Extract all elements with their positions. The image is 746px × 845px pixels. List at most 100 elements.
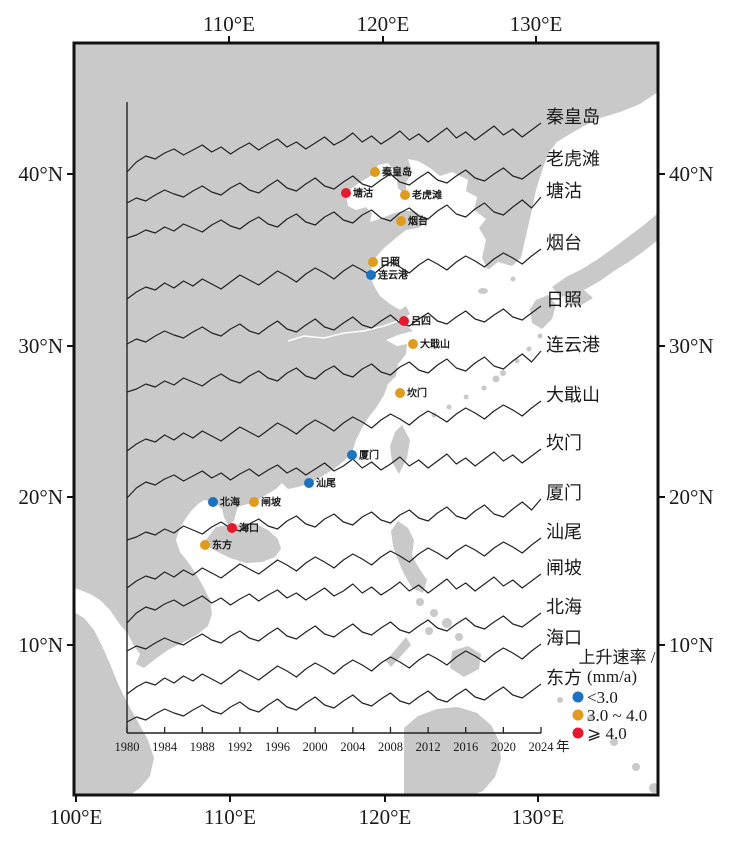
bottom-right-islets — [557, 697, 658, 793]
station-marker-连云港 — [366, 270, 376, 280]
legend-label-3to4: 3.0 ~ 4.0 — [587, 706, 647, 725]
station-map-label: 塘沽 — [353, 187, 373, 200]
station-list-label: 汕尾 — [546, 522, 582, 542]
station-list-label: 塘沽 — [546, 181, 582, 201]
island-honshu — [552, 213, 658, 297]
lon-label-top: 130°E — [510, 12, 563, 36]
legend: 上升速率 / (mm/a) <3.03.0 ~ 4.0⩾ 4.0 — [572, 648, 656, 743]
year-tick-label: 2024 — [529, 740, 555, 754]
timeseries-烟台 — [126, 248, 542, 300]
station-map-label: 秦皇岛 — [381, 166, 412, 179]
station-map-label: 日照 — [380, 257, 400, 269]
station-map-label: 坎门 — [407, 387, 427, 400]
station-list-label: 北海 — [546, 597, 582, 617]
station-marker-塘沽 — [341, 188, 351, 198]
station-marker-吕四 — [399, 316, 409, 326]
border-ticks — [67, 36, 665, 802]
malay-peninsula — [74, 612, 154, 795]
timeseries-lines — [126, 122, 542, 723]
timeseries-坎门 — [126, 448, 542, 499]
station-map-label: 海口 — [239, 522, 259, 535]
legend-label-lt3: <3.0 — [587, 688, 618, 707]
station-list-label: 秦皇岛 — [546, 107, 600, 127]
year-tick-label: 2004 — [340, 740, 366, 754]
lat-label-right: 30°N — [669, 334, 714, 358]
station-list-label: 坎门 — [546, 433, 582, 453]
year-tick-label: 1996 — [265, 740, 290, 754]
station-map-label: 老虎滩 — [411, 189, 442, 202]
legend-title-line2: (mm/a) — [587, 667, 637, 686]
station-marker-秦皇岛 — [370, 167, 380, 177]
year-tick-label: 1992 — [227, 740, 252, 754]
station-marker-北海 — [208, 497, 218, 507]
legend-dot-3to4 — [572, 709, 584, 721]
station-marker-汕尾 — [304, 478, 314, 488]
island-tsushima — [510, 276, 516, 282]
year-axis-unit: 年 — [556, 739, 570, 754]
legend-label-ge4: ⩾ 4.0 — [587, 724, 627, 743]
lat-label-right: 40°N — [669, 162, 714, 186]
degree-labels: 110°E 120°E 130°E 100°E 110°E 120°E 130°E 40°N 3… — [18, 12, 713, 829]
timeseries-连云港 — [126, 350, 542, 393]
island-taiwan — [390, 425, 410, 474]
station-map-label: 汕尾 — [316, 477, 336, 490]
year-tick-label: 2016 — [453, 740, 478, 754]
station-list-label: 东方 — [546, 668, 582, 688]
station-marker-厦门 — [347, 450, 357, 460]
lat-label-left: 30°N — [18, 334, 63, 358]
year-tick-label: 1980 — [115, 740, 140, 754]
island-luzon — [391, 521, 427, 593]
year-tick-label: 1984 — [152, 740, 178, 754]
island-jeju — [478, 288, 488, 294]
landmass-mainland-asia — [74, 43, 658, 668]
station-list-label: 烟台 — [546, 233, 582, 253]
station-marker-东方 — [200, 540, 210, 550]
station-marker-闸坡 — [249, 497, 259, 507]
lon-label-bottom: 130°E — [512, 805, 565, 829]
station-list-label: 闸坡 — [546, 558, 582, 578]
station-list-label: 连云港 — [546, 335, 600, 355]
station-marker-坎门 — [395, 388, 405, 398]
station-marker-老虎滩 — [400, 190, 410, 200]
island-palawan — [386, 637, 411, 667]
year-tick-label: 2012 — [416, 740, 441, 754]
station-list-label: 大戢山 — [546, 385, 600, 405]
station-marker-海口 — [227, 523, 237, 533]
lat-label-left: 40°N — [18, 162, 63, 186]
lat-label-left: 20°N — [18, 485, 63, 509]
station-map-label: 厦门 — [359, 449, 379, 462]
timeseries-老虎滩 — [126, 164, 542, 204]
lon-label-bottom: 120°E — [359, 805, 412, 829]
island-shikoku — [566, 290, 593, 306]
year-tick-label: 2020 — [491, 740, 516, 754]
legend-dot-lt3 — [572, 691, 584, 703]
year-tick-label: 2008 — [378, 740, 403, 754]
station-map-label: 吕四 — [411, 316, 431, 328]
visayas-islands — [416, 598, 463, 641]
station-list-label: 厦门 — [546, 483, 582, 503]
timeseries-秦皇岛 — [126, 122, 542, 173]
station-map-label: 大戢山 — [420, 338, 450, 351]
station-markers — [200, 167, 418, 550]
year-tick-label: 2000 — [303, 740, 328, 754]
station-list-label: 日照 — [546, 290, 582, 310]
station-map-label: 烟台 — [408, 215, 428, 228]
timeseries-东方 — [126, 683, 542, 723]
lat-label-right: 20°N — [669, 485, 714, 509]
station-marker-大戢山 — [408, 339, 418, 349]
timeseries-厦门 — [126, 498, 542, 541]
lon-label-top: 110°E — [203, 12, 255, 36]
timeseries-海口 — [126, 643, 542, 695]
year-axis-ticks: 1980 1984 1988 1992 1996 2000 2004 2008 2012 2016… — [115, 727, 570, 754]
island-mindanao — [450, 646, 481, 677]
timeseries-北海 — [126, 612, 542, 652]
station-map-label: 闸坡 — [261, 496, 282, 509]
timeseries-大戢山 — [126, 400, 542, 452]
year-tick-label: 1988 — [190, 740, 215, 754]
island-hainan — [205, 524, 281, 563]
station-map-label: 北海 — [220, 496, 240, 509]
legend-dot-ge4 — [572, 727, 584, 739]
